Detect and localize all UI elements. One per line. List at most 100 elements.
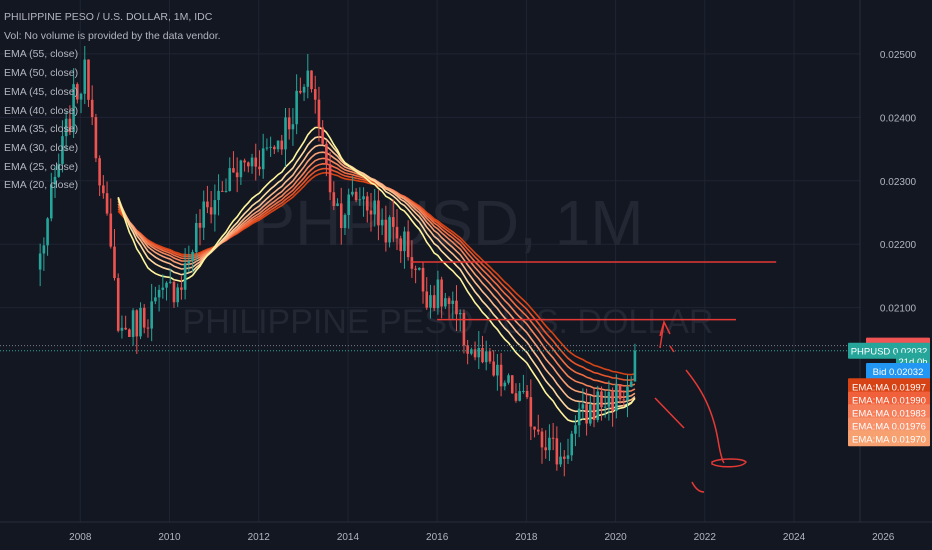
candle-body — [384, 219, 388, 243]
candle — [444, 292, 447, 310]
candle — [339, 187, 343, 245]
legend-ema-50[interactable]: EMA (50, close) — [4, 67, 79, 80]
candle-body — [317, 99, 321, 128]
candle — [284, 107, 287, 167]
chart-title[interactable]: PHILIPPINE PESO / U.S. DOLLAR, 1M, IDC — [4, 11, 213, 23]
candle-body — [154, 297, 157, 302]
candle-body — [42, 245, 46, 254]
candle — [94, 113, 98, 163]
candle-body — [607, 392, 611, 407]
candle — [633, 343, 637, 382]
candle-body — [629, 381, 633, 387]
candle — [302, 84, 306, 101]
price-label-text: EMA:MA 0.01970 — [852, 434, 926, 445]
candle-body — [232, 168, 235, 173]
legend-ema-55[interactable]: EMA (55, close) — [4, 48, 79, 61]
candle-body — [633, 350, 637, 382]
candle-body — [325, 143, 328, 165]
candle — [98, 155, 101, 197]
candle — [310, 70, 313, 93]
candle — [313, 75, 317, 114]
candle-body — [455, 300, 458, 315]
price-label-text: 21d 0h — [898, 357, 927, 368]
price-label-ema-3: EMA:MA 0.01983 — [848, 404, 930, 421]
candle — [436, 270, 440, 315]
candle-body — [444, 298, 447, 307]
candle-body — [250, 157, 254, 167]
candle-body — [254, 157, 258, 167]
candle — [440, 276, 443, 319]
candle-body — [113, 246, 116, 279]
candle — [503, 380, 507, 391]
candle — [113, 229, 116, 281]
candle-body — [142, 307, 146, 328]
time-tick-label: 2018 — [515, 532, 538, 543]
candle — [295, 74, 298, 135]
candle-body — [600, 391, 603, 408]
candle-body — [391, 217, 395, 227]
candle-body — [243, 160, 246, 163]
candle-body — [269, 146, 272, 148]
time-tick-label: 2020 — [604, 532, 627, 543]
candle — [142, 304, 146, 334]
candle-body — [488, 351, 492, 362]
candle-body — [399, 238, 403, 252]
candle — [128, 328, 131, 337]
candle-body — [540, 431, 544, 448]
candle-body — [447, 298, 451, 304]
candle-body — [68, 118, 72, 133]
candle-body — [369, 210, 373, 215]
candle — [154, 286, 157, 305]
candle-body — [429, 295, 432, 308]
candle — [87, 59, 90, 108]
candle — [540, 428, 544, 464]
candle — [157, 284, 161, 312]
candle — [273, 145, 276, 155]
legend-ema-45[interactable]: EMA (45, close) — [4, 85, 79, 98]
candle — [380, 208, 384, 236]
time-tick-label: 2022 — [694, 532, 717, 543]
candle-body — [343, 214, 347, 229]
candle — [354, 188, 358, 203]
candle — [451, 291, 455, 319]
candle-body — [202, 201, 206, 228]
watermark-symbol: PHPUSD, 1M — [252, 187, 643, 259]
candle-body — [421, 267, 425, 292]
price-tick-label: 0.02200 — [880, 240, 917, 251]
price-label-ema-4: EMA:MA 0.01976 — [848, 417, 930, 434]
candle-body — [373, 200, 377, 215]
ema-ribbon — [117, 126, 636, 423]
candle — [403, 226, 406, 269]
price-label-text: PHPUSD 0.02032 — [851, 347, 928, 358]
candle-body — [473, 349, 477, 358]
legend-ema-20[interactable]: EMA (20, close) — [4, 179, 79, 192]
candle-body — [484, 351, 488, 363]
ema-line-55 — [117, 171, 636, 376]
candle-body — [72, 84, 75, 133]
legend-ema-25[interactable]: EMA (25, close) — [4, 160, 79, 173]
price-label-text: EMA:MA 0.01997 — [852, 382, 926, 393]
candle — [377, 190, 380, 241]
candle — [351, 176, 354, 197]
candle-body — [354, 191, 358, 201]
candle — [261, 133, 265, 179]
legend-ema-30[interactable]: EMA (30, close) — [4, 141, 79, 154]
candle-body — [596, 391, 600, 421]
legend-ema-40[interactable]: EMA (40, close) — [4, 104, 79, 117]
candle-body — [626, 386, 629, 401]
price-tick-label: 0.02100 — [880, 304, 917, 315]
candle — [220, 181, 224, 192]
candle — [172, 279, 176, 308]
candle-body — [574, 425, 577, 434]
candle-body — [351, 191, 354, 195]
candle-body — [206, 201, 209, 208]
candle — [224, 178, 228, 193]
candle — [525, 385, 529, 400]
candle — [518, 382, 521, 402]
candle — [473, 341, 477, 361]
candle-body — [414, 268, 417, 270]
candle — [596, 385, 600, 423]
legend-ema-35[interactable]: EMA (35, close) — [4, 123, 79, 136]
